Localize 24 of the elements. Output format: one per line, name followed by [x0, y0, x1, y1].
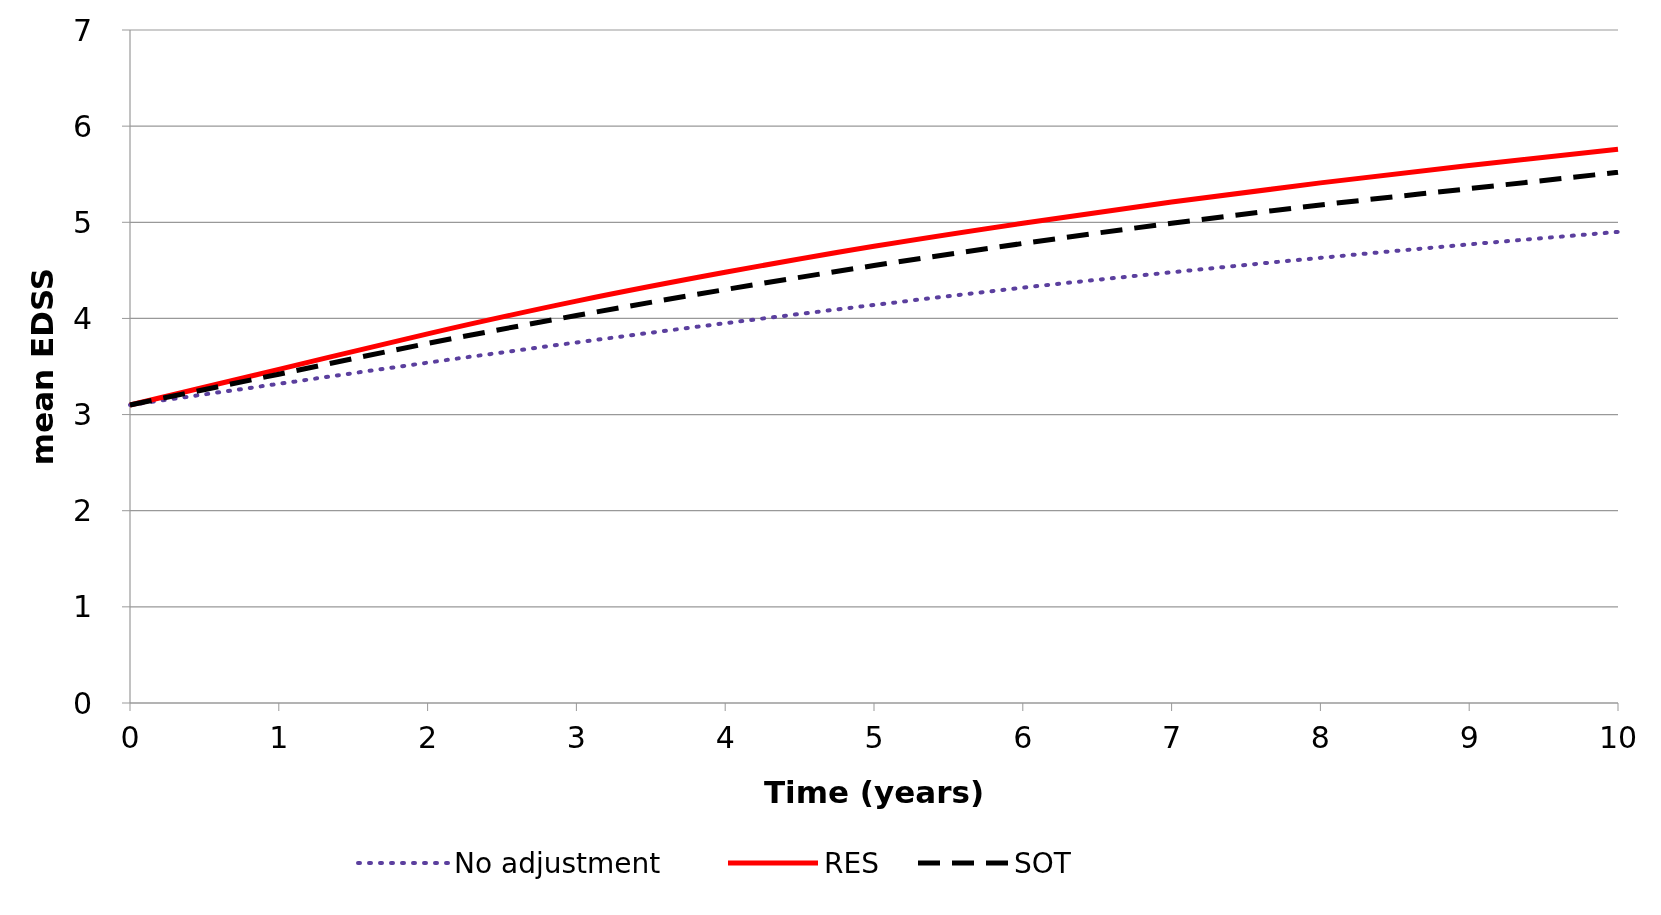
- y-tick-label: 2: [72, 493, 92, 529]
- x-tick-label: 6: [1013, 720, 1033, 755]
- x-tick-label: 4: [715, 720, 735, 755]
- legend-label: No adjustment: [454, 846, 661, 880]
- legend-label: SOT: [1014, 846, 1072, 880]
- legend-label: RES: [824, 846, 879, 880]
- y-tick-label: 0: [72, 685, 92, 721]
- y-tick-label: 6: [72, 108, 92, 144]
- x-tick-label: 10: [1598, 720, 1638, 755]
- x-tick-label: 0: [120, 720, 140, 755]
- x-tick-label: 1: [269, 720, 289, 755]
- y-tick-label: 3: [72, 397, 92, 433]
- x-tick-label: 3: [566, 720, 586, 755]
- x-tick-label: 2: [418, 720, 438, 755]
- x-axis-title: Time (years): [763, 774, 985, 810]
- y-axis-title: mean EDSS: [24, 267, 60, 466]
- y-tick-label: 4: [72, 300, 92, 336]
- x-tick-label: 5: [864, 720, 884, 755]
- x-tick-label: 8: [1310, 720, 1330, 755]
- y-tick-label: 5: [72, 204, 92, 240]
- x-tick-label: 9: [1459, 720, 1479, 755]
- x-tick-label: 7: [1162, 720, 1182, 755]
- y-tick-label: 7: [72, 12, 92, 48]
- y-tick-label: 1: [72, 589, 92, 625]
